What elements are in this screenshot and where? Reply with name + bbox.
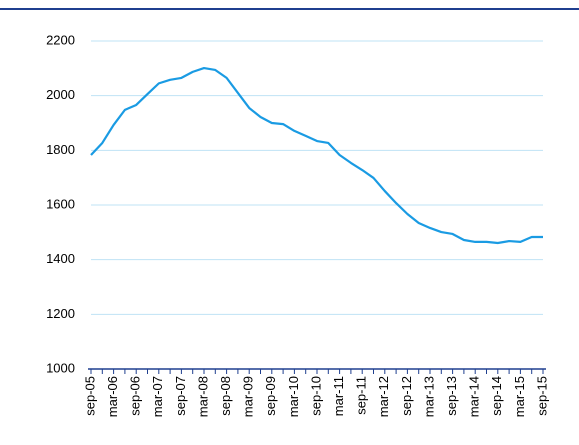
x-tick-label: mar-07: [150, 376, 165, 417]
x-tick-label: sep-09: [263, 376, 278, 416]
y-tick-label: 1200: [46, 306, 75, 321]
x-tick-label: mar-08: [195, 376, 210, 417]
x-tick-label: sep-08: [218, 376, 233, 416]
x-tick-label: mar-15: [512, 376, 527, 417]
y-tick-label: 1800: [46, 142, 75, 157]
x-tick-label: mar-09: [241, 376, 256, 417]
x-tick-label: sep-14: [489, 376, 504, 416]
title-area: [0, 0, 579, 8]
y-tick-label: 2200: [46, 32, 75, 47]
x-tick-label: sep-07: [173, 376, 188, 416]
x-tick-label: mar-11: [331, 376, 346, 416]
x-tick-label: sep-13: [444, 376, 459, 416]
x-tick-label: sep-10: [308, 376, 323, 416]
x-tick-label: mar-14: [467, 376, 482, 417]
y-tick-label: 1600: [46, 196, 75, 211]
x-tick-label: mar-06: [105, 376, 120, 417]
data-line: [90, 66, 543, 245]
y-tick-label: 2000: [46, 87, 75, 102]
x-tick-label: sep-15: [534, 376, 549, 416]
x-tick-label: mar-12: [376, 376, 391, 417]
x-tick-label: sep-06: [128, 376, 143, 416]
x-tick-label: sep-11: [354, 376, 369, 415]
x-tick-label: sep-05: [82, 376, 97, 416]
x-tick-label: sep-12: [399, 376, 414, 416]
x-tick-label: mar-13: [421, 376, 436, 417]
y-tick-label: 1000: [46, 360, 75, 375]
y-tick-label: 1400: [46, 251, 75, 266]
x-tick-label: mar-10: [286, 376, 301, 417]
